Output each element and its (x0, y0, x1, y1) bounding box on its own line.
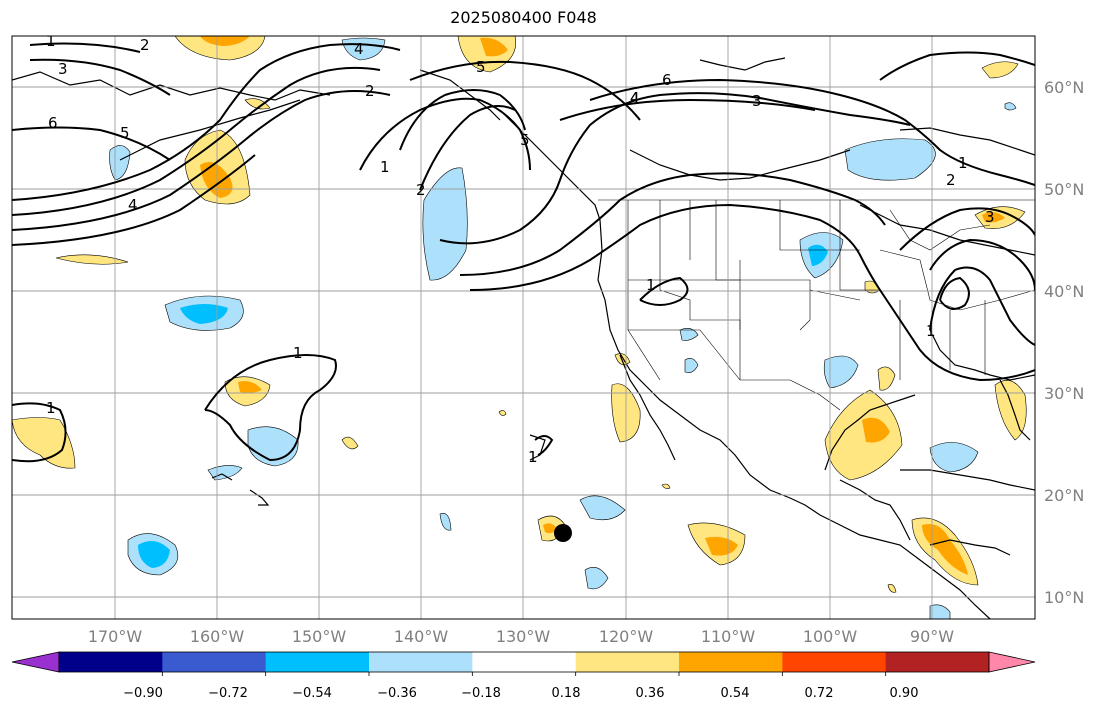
colorbar-frame (58, 651, 990, 673)
contour-label: 3 (58, 60, 68, 78)
colorbar-segment (782, 652, 887, 672)
longitude-labels: 170°W 160°W 150°W 140°W 130°W 120°W 110°… (88, 627, 954, 646)
colorbar-extend-min (11, 651, 60, 673)
contour-label: 6 (662, 71, 672, 89)
colorbar (11, 651, 1036, 676)
positive-anomaly-shading (12, 36, 1027, 593)
lat-label: 10°N (1044, 588, 1084, 607)
map-gridlines (12, 36, 1035, 619)
contour-label: 1 (293, 344, 303, 362)
lon-label: 100°W (803, 627, 858, 646)
colorbar-tick-label: −0.18 (461, 686, 501, 701)
colorbar-tick-label: 0.36 (636, 686, 665, 701)
map-title: 2025080400 F048 (450, 8, 597, 27)
lon-label: 170°W (88, 627, 143, 646)
colorbar-segment (59, 652, 163, 672)
storm-center-dot (554, 524, 572, 542)
contour-label: 2 (946, 171, 956, 189)
colorbar-tick-label: 0.72 (805, 686, 834, 701)
lon-label: 120°W (599, 627, 654, 646)
lon-label: 160°W (190, 627, 245, 646)
contour-label: 1 (646, 276, 656, 294)
colorbar-segment (575, 652, 680, 672)
negative-anomaly-shading (109, 37, 1017, 619)
contour-label: 4 (128, 196, 138, 214)
lat-label: 30°N (1044, 384, 1084, 403)
colorbar-segment (369, 652, 473, 672)
lat-label: 60°N (1044, 78, 1084, 97)
contour-label: 1 (46, 399, 56, 417)
contour-label: 5 (476, 58, 486, 76)
contour-label: 3 (985, 208, 995, 226)
colorbar-tick-label: 0.54 (721, 686, 750, 701)
coastlines (12, 57, 1035, 619)
colorbar-tick-label: −0.90 (123, 686, 163, 701)
contour-label: 1 (926, 322, 936, 340)
colorbar-segment (472, 652, 577, 672)
contour-label: 5 (520, 131, 530, 149)
colorbar-segment (162, 652, 267, 672)
lat-label: 20°N (1044, 486, 1084, 505)
lon-label: 140°W (394, 627, 449, 646)
lon-label: 150°W (292, 627, 347, 646)
contour-label: 6 (48, 114, 58, 132)
colorbar-tick-label: 0.18 (552, 686, 581, 701)
contour-label: 4 (630, 89, 640, 107)
colorbar-tick-label: −0.72 (208, 686, 248, 701)
contour-label: 1 (958, 154, 968, 172)
contour-label: 5 (120, 124, 130, 142)
contour-label: 3 (752, 92, 762, 110)
contour-label-group: 1 2 3 4 5 6 5 4 4 5 2 1 2 1 6 4 3 1 2 3 … (46, 32, 995, 466)
contour-label: 2 (365, 82, 375, 100)
latitude-labels: 60°N 50°N 40°N 30°N 20°N 10°N (1044, 78, 1084, 607)
colorbar-tick-label: −0.54 (292, 686, 332, 701)
contour-label: 1 (528, 448, 538, 466)
colorbar-extend-max (988, 651, 1036, 673)
lon-label: 130°W (496, 627, 551, 646)
contour-label: 2 (140, 36, 150, 54)
map-frame (11, 35, 1036, 620)
colorbar-segment (265, 652, 370, 672)
colorbar-tick-label: 0.90 (890, 686, 919, 701)
lon-label: 90°W (910, 627, 954, 646)
lon-label: 110°W (701, 627, 756, 646)
colorbar-segment (679, 652, 783, 672)
contour-label: 4 (354, 40, 364, 58)
lat-label: 40°N (1044, 282, 1084, 301)
colorbar-segment (885, 652, 990, 672)
contour-label: 2 (416, 181, 426, 199)
contour-label: 1 (380, 158, 390, 176)
contour-label: 4 (630, 89, 640, 107)
lat-label: 50°N (1044, 180, 1084, 199)
colorbar-tick-labels: −0.90 −0.72 −0.54 −0.36 −0.18 0.18 0.36 … (123, 686, 918, 701)
contour-lines (12, 42, 1035, 463)
colorbar-tick-label: −0.36 (377, 686, 417, 701)
contour-label: 1 (46, 32, 56, 50)
